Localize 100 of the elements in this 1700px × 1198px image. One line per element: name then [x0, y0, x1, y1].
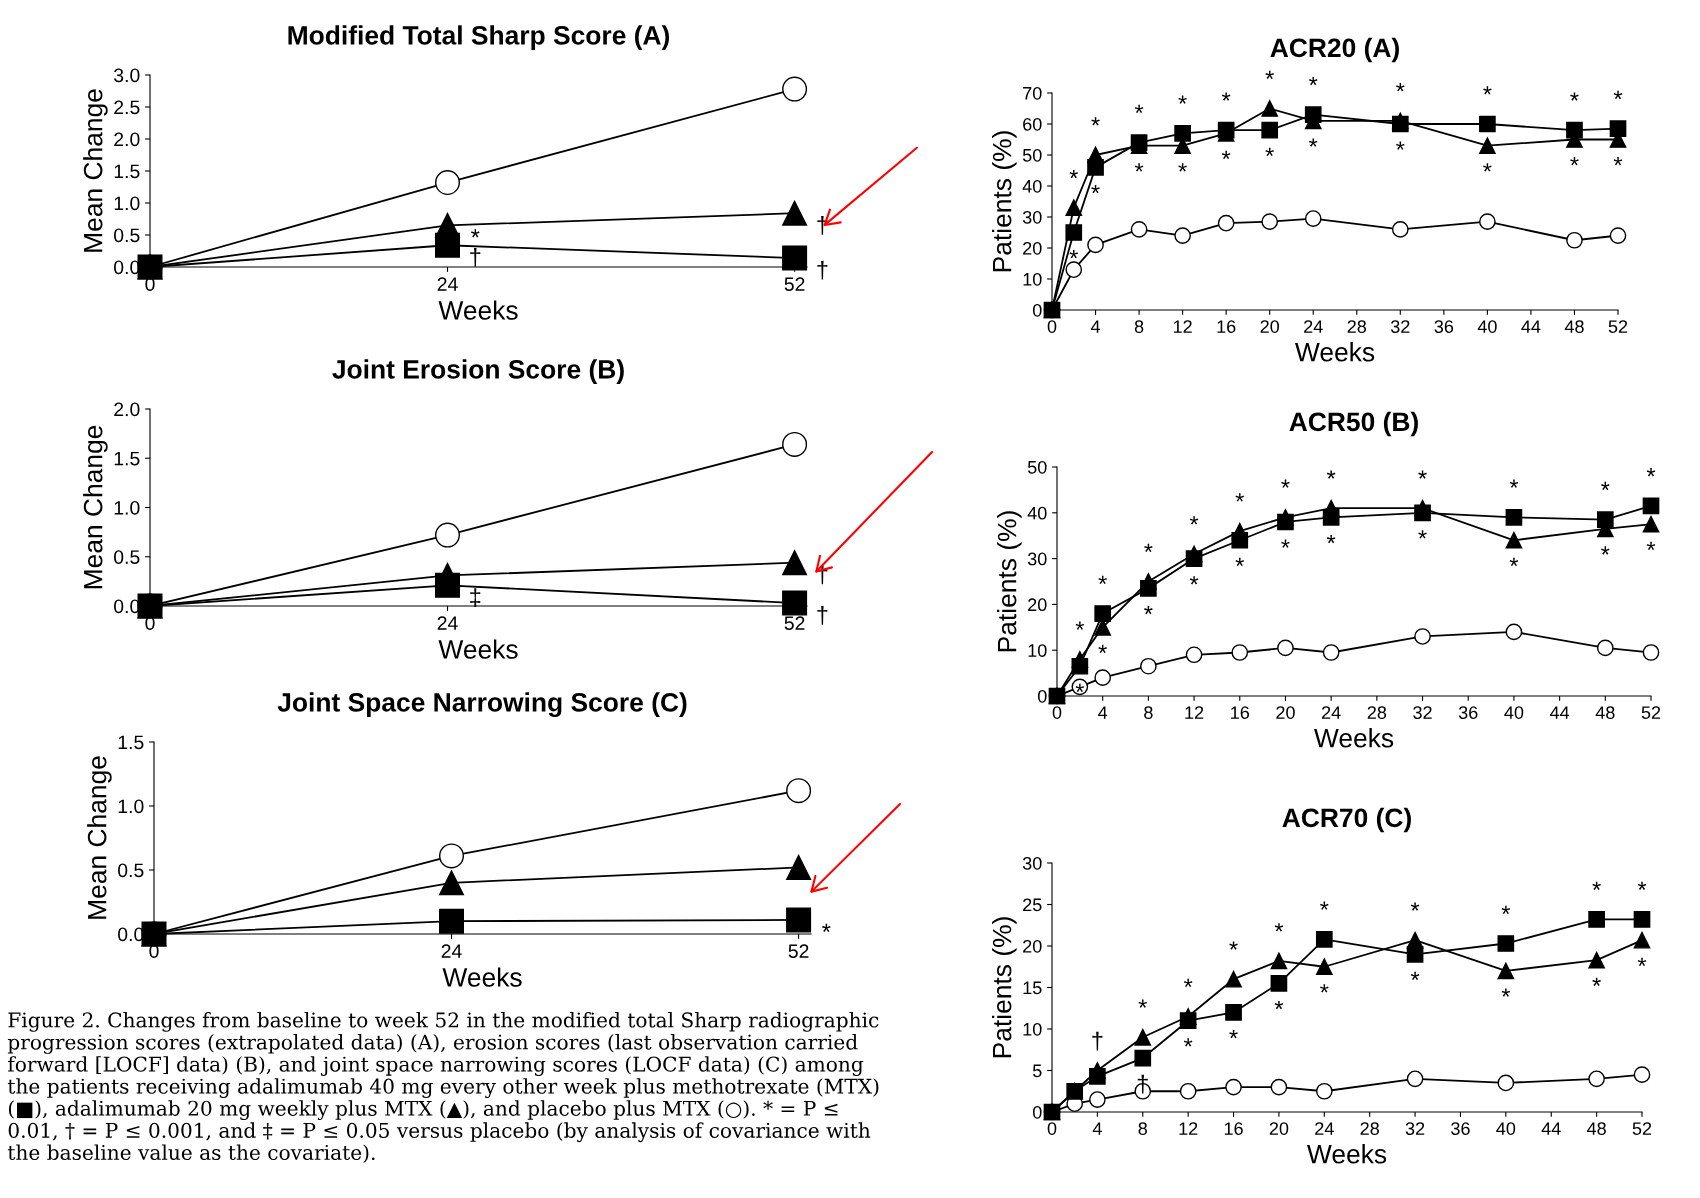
annotation: * [1134, 163, 1144, 172]
x-tick-label: 24 [441, 944, 462, 958]
y-tick-label: 30 [1027, 552, 1047, 566]
x-tick-label: 36 [1434, 320, 1454, 333]
y-axis-title: Mean Change [83, 425, 108, 589]
annotation: * [1320, 984, 1329, 993]
chart-title: ACR20 (A) [1270, 37, 1399, 63]
y-tick-label: 50 [1027, 460, 1047, 474]
y-tick-label: 20 [1023, 241, 1042, 255]
x-tick-label: 20 [1269, 1122, 1289, 1135]
x-tick-label: 48 [1595, 706, 1615, 719]
x-tick-label: 12 [1185, 706, 1204, 719]
annotation: * [1075, 683, 1085, 693]
y-tick-label: 0 [1037, 689, 1047, 703]
x-tick-label: 52 [1632, 1122, 1652, 1135]
x-tick-label: 28 [1367, 706, 1387, 719]
x-tick-label: 20 [1260, 320, 1280, 333]
x-tick-label: 24 [1315, 1122, 1334, 1135]
annotation: * [1229, 941, 1238, 950]
chart-title: Joint Space Narrowing Score (C) [277, 692, 687, 718]
y-tick-label: 50 [1022, 148, 1042, 162]
y-tick-label: 1.5 [118, 735, 144, 750]
y-tick-label: 60 [1023, 117, 1042, 131]
x-tick-label: 32 [1405, 1122, 1425, 1135]
y-tick-label: 2.5 [114, 100, 140, 115]
x-tick-label: 52 [1641, 706, 1661, 719]
annotation: * [1274, 923, 1284, 932]
annotation: * [1592, 977, 1601, 986]
y-tick-label: 0.5 [118, 863, 144, 878]
x-axis-title: Weeks [1295, 342, 1375, 362]
y-axis-title: Patients (%) [992, 917, 1017, 1058]
annotation: * [1418, 470, 1427, 479]
y-tick-label: 1.0 [114, 196, 140, 211]
annotation: † [817, 216, 828, 235]
x-tick-label: 0 [1047, 320, 1057, 333]
annotation: * [1069, 169, 1078, 179]
annotation: † [470, 248, 481, 267]
annotation: * [1075, 621, 1085, 630]
x-tick-label: 0 [1052, 706, 1062, 719]
x-axis-title: Weeks [442, 967, 522, 987]
chart-title: Joint Erosion Score (B) [332, 359, 624, 384]
x-tick-label: 12 [1173, 320, 1192, 333]
y-axis-title: Patients (%) [992, 131, 1017, 272]
y-tick-label: 2.0 [114, 402, 140, 417]
annotation: * [1134, 104, 1144, 114]
x-tick-label: 48 [1564, 320, 1584, 333]
annotation: * [1235, 493, 1244, 502]
x-tick-label: 28 [1347, 320, 1367, 333]
x-tick-label: 44 [1541, 1122, 1561, 1135]
annotation: * [1396, 141, 1405, 150]
x-tick-label: 0 [1047, 1122, 1057, 1135]
x-tick-label: 40 [1477, 320, 1497, 333]
x-tick-label: 8 [1134, 320, 1144, 333]
y-tick-label: 1.0 [114, 500, 140, 515]
x-tick-label: 16 [1224, 1122, 1243, 1135]
annotation: * [1183, 1038, 1193, 1047]
annotation: * [1613, 90, 1623, 100]
annotation: * [1229, 1029, 1238, 1039]
x-tick-label: 16 [1231, 706, 1250, 719]
x-tick-label: 44 [1521, 320, 1541, 333]
y-tick-label: 1.0 [118, 799, 144, 814]
annotation: * [1098, 644, 1107, 654]
annotation: * [1235, 557, 1244, 567]
y-tick-label: 5 [1032, 1064, 1042, 1078]
annotation: * [1326, 534, 1336, 544]
y-tick-label: 10 [1023, 1022, 1042, 1036]
annotation: * [1265, 70, 1274, 79]
annotation: * [471, 229, 480, 238]
annotation: * [1637, 957, 1647, 967]
annotation: * [1091, 117, 1100, 126]
y-tick-label: 25 [1023, 898, 1042, 912]
annotation: * [1189, 516, 1199, 525]
annotation: * [1309, 138, 1318, 147]
annotation: * [1326, 470, 1336, 479]
x-tick-label: 12 [1179, 1122, 1198, 1135]
x-tick-label: 8 [1144, 706, 1153, 719]
y-tick-label: 1.5 [114, 164, 140, 179]
annotation: * [1483, 86, 1492, 95]
annotation: * [1613, 157, 1623, 166]
y-tick-label: 30 [1022, 856, 1042, 870]
x-tick-label: 24 [437, 616, 458, 630]
annotation: * [1091, 184, 1100, 194]
annotation: † [1092, 1031, 1103, 1051]
annotation: * [1410, 971, 1420, 981]
annotation: * [1281, 539, 1290, 548]
y-tick-label: 10 [1023, 272, 1042, 286]
annotation: * [1281, 479, 1290, 488]
x-tick-label: 52 [784, 277, 805, 291]
annotation: * [1183, 978, 1193, 988]
x-tick-label: 32 [1413, 706, 1432, 719]
y-tick-label: 2.0 [114, 132, 140, 147]
annotation: * [1418, 530, 1427, 539]
x-tick-label: 36 [1451, 1122, 1470, 1135]
annotation: * [1320, 901, 1329, 910]
x-tick-label: 20 [1276, 706, 1295, 719]
x-tick-label: 48 [1586, 1122, 1606, 1135]
x-tick-label: 40 [1496, 1122, 1516, 1135]
annotation: * [1098, 575, 1107, 585]
y-tick-label: 0.5 [114, 550, 140, 564]
x-axis-title: Weeks [438, 300, 518, 320]
